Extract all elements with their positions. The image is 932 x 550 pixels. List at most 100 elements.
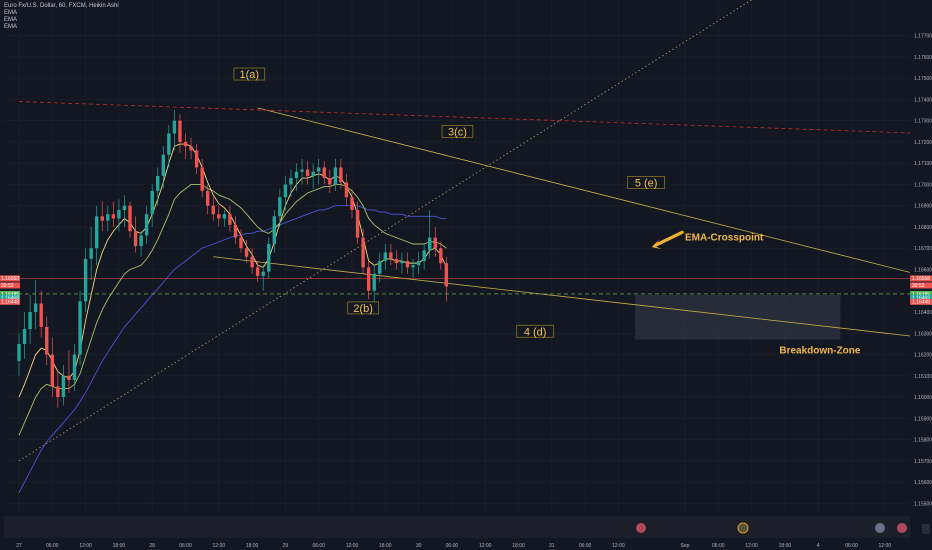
time-axis-label: 30 [416, 543, 422, 549]
event-markers[interactable] [636, 522, 907, 534]
price-tag-box [910, 282, 932, 289]
candle-body [217, 214, 221, 219]
candle [244, 239, 249, 264]
candle-body [428, 237, 432, 251]
candle-body [83, 258, 88, 302]
event-clock-icon[interactable] [737, 522, 749, 534]
price-tag-box [910, 290, 932, 297]
candle-body [122, 205, 127, 210]
time-axis-label: 12:00 [213, 543, 226, 549]
candle-body [178, 120, 182, 142]
candle-body [156, 175, 160, 191]
candle-body [416, 261, 421, 266]
indicator-legend-3[interactable]: EMA [4, 24, 18, 30]
left-price-tag: 1.16448 [0, 298, 20, 306]
candle-body [222, 214, 227, 219]
candle [117, 199, 121, 232]
candle-body [78, 301, 82, 355]
annotation-label: Breakdown-Zone [779, 345, 861, 356]
candle-body [383, 252, 387, 261]
time-axis-label: 31 [549, 543, 555, 549]
candle [139, 231, 143, 257]
event-flag-icon[interactable] [636, 523, 646, 533]
candle [100, 201, 104, 232]
candle-body [350, 197, 354, 210]
time-axis-label: 06:00 [179, 543, 192, 549]
candle [56, 371, 60, 408]
candle [33, 280, 38, 330]
candle-body [228, 214, 232, 225]
price-axis-label: 1.17000 [914, 182, 932, 188]
ema-fast-line [18, 143, 447, 398]
candle-body [272, 216, 276, 244]
candle [366, 261, 371, 300]
price-axis-label: 1.15500 [914, 501, 932, 507]
candle [267, 237, 271, 279]
price-axis[interactable]: 1.17700 1.17600 1.17500 1.17400 1.17300 1.172… [914, 34, 932, 508]
event-flag-icon[interactable] [897, 523, 907, 533]
candle [161, 146, 165, 189]
candle [194, 144, 199, 174]
event-flag-icon[interactable] [875, 523, 885, 533]
ema-mid-line [18, 184, 447, 436]
candle [45, 316, 49, 366]
candle [217, 205, 221, 227]
candle [289, 169, 293, 198]
candle [150, 184, 154, 227]
candle-body [333, 167, 338, 185]
crosspoint-arrow-head [651, 239, 662, 250]
breakdown-zone-box [635, 295, 841, 340]
annotation-box [233, 67, 266, 81]
left-price-tag-label: 1.16468 [1, 295, 19, 301]
candle [439, 241, 443, 270]
annotation: 4 (d) [516, 324, 555, 338]
time-axis-label: 12:00 [745, 543, 758, 549]
magnet-icon[interactable] [922, 524, 930, 534]
candle [22, 312, 27, 359]
indicator-legend-2[interactable]: EMA [4, 17, 18, 23]
chart-header: Euro Fx/U.S. Dollar, 60, FXCM, Heikin As… [4, 3, 119, 31]
candle [339, 158, 343, 189]
time-axis-label: 06:00 [845, 543, 858, 549]
indicator-legend-1[interactable]: EMA [4, 10, 18, 16]
annotation-box [516, 324, 555, 338]
candle [72, 343, 77, 391]
price-tag: 1.16468 [910, 294, 932, 301]
symbol-title[interactable]: Euro Fx/U.S. Dollar, 60, FXCM, Heikin As… [4, 3, 119, 9]
time-axis[interactable]: 27 06:00 12:00 18:00 28 06:00 12:00 18:00 29 06:0… [16, 543, 891, 549]
candle [250, 248, 254, 274]
annotation-label: 3(c) [448, 126, 467, 138]
candle [172, 110, 177, 151]
trendline-lower-wedge [213, 256, 924, 338]
candle-body [233, 224, 238, 238]
candle-body [144, 214, 149, 236]
price-axis-label: 1.17400 [914, 97, 932, 103]
annotation: Breakdown-Zone [779, 345, 861, 356]
candle [328, 169, 332, 193]
candle [344, 173, 349, 206]
left-price-tag-box [0, 290, 20, 297]
left-price-tag: 1.16468 [0, 294, 20, 301]
candle [355, 201, 360, 244]
trendline-red-resistance [18, 101, 924, 134]
candle [383, 243, 387, 270]
candle-body [361, 237, 365, 268]
left-price-tag-label: 1.16558 [1, 276, 19, 282]
trendline-upper-wedge [257, 107, 924, 277]
time-axis-label: 06:00 [446, 543, 459, 549]
candle [405, 252, 410, 274]
candle-body [61, 375, 66, 398]
annotation-label: EMA-Crosspoint [685, 233, 764, 244]
candle [305, 161, 310, 185]
candle [122, 195, 127, 227]
candle-body [317, 167, 321, 172]
candle-body [111, 214, 116, 219]
time-axis-label: 12:00 [479, 543, 492, 549]
events-strip [4, 516, 910, 538]
time-axis-label: 4 [817, 543, 820, 549]
price-tag: 1.16558 [910, 275, 932, 282]
candle [95, 205, 99, 266]
price-axis-label: 1.16900 [914, 204, 932, 210]
